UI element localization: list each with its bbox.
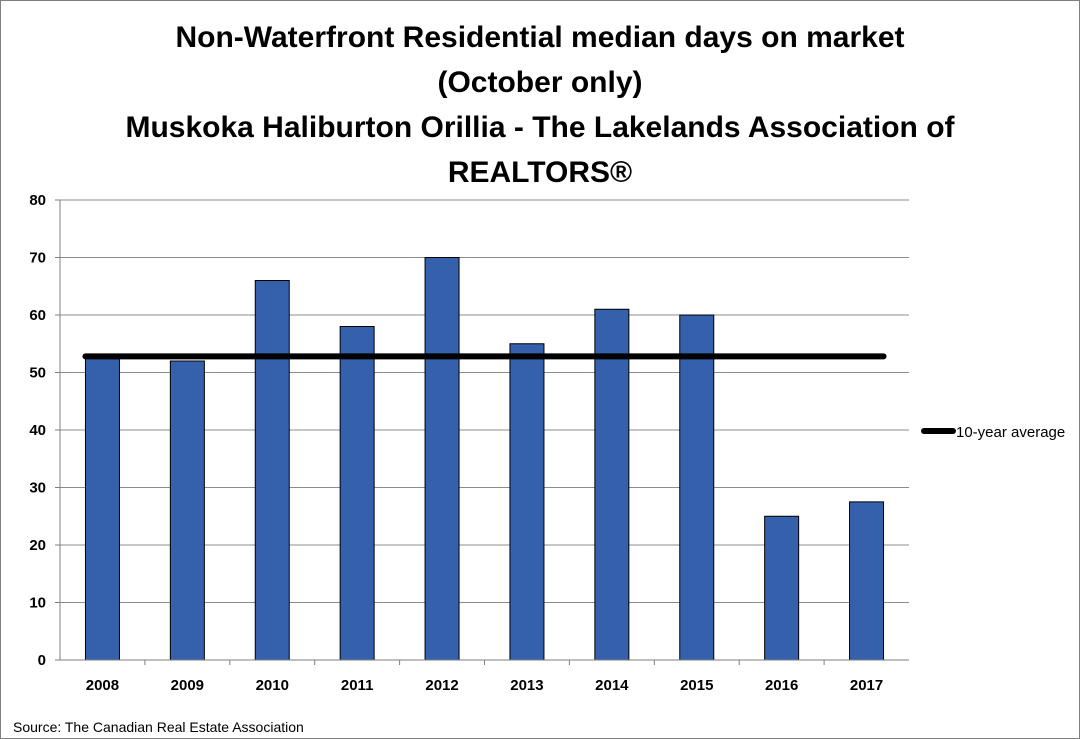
bar <box>84 354 120 661</box>
bar <box>424 257 460 661</box>
x-tick-label: 2009 <box>171 677 204 694</box>
source-note: Source: The Canadian Real Estate Associa… <box>13 719 304 735</box>
bar <box>679 314 715 661</box>
y-tick-label: 10 <box>29 595 46 612</box>
bar <box>509 343 545 661</box>
title-line: Muskoka Haliburton Orillia - The Lakelan… <box>125 111 955 144</box>
y-tick-label: 20 <box>29 537 46 554</box>
x-tick-label: 2008 <box>86 677 119 694</box>
bar <box>764 515 800 661</box>
title-line: (October only) <box>437 66 643 99</box>
x-tick-labels: 2008 2009 2010 2011 2012 2013 2014 2015 2016 2017 <box>86 660 883 694</box>
legend: 10-year average <box>921 424 1065 441</box>
x-tick-label: 2017 <box>850 677 883 694</box>
chart-title: Non-Waterfront Residential median days o… <box>1 15 1079 195</box>
x-tick-label: 2015 <box>680 677 713 694</box>
bar <box>849 501 885 661</box>
y-tick-label: 30 <box>29 480 46 497</box>
x-tick-label: 2013 <box>510 677 543 694</box>
legend-label: 10-year average <box>956 424 1065 441</box>
title-line: REALTORS® <box>447 156 633 189</box>
x-tick-label: 2010 <box>256 677 289 694</box>
x-tick-label: 2014 <box>595 677 629 694</box>
bars <box>84 257 885 661</box>
bar <box>339 326 375 661</box>
x-tick-label: 2016 <box>765 677 798 694</box>
y-tick-label: 40 <box>29 422 46 439</box>
y-tick-label: 70 <box>29 250 46 267</box>
y-tick-label: 50 <box>29 365 46 382</box>
bar <box>169 360 205 661</box>
y-tick-label: 0 <box>38 652 46 669</box>
bar <box>254 280 290 661</box>
bar <box>594 308 630 661</box>
title-line: Non-Waterfront Residential median days o… <box>175 21 905 54</box>
y-tick-label: 80 <box>29 192 46 209</box>
x-tick-label: 2011 <box>341 677 374 694</box>
x-tick-label: 2012 <box>425 677 458 694</box>
y-tick-label: 60 <box>29 307 46 324</box>
y-tick-labels: 0 10 20 30 40 50 60 70 80 <box>29 192 60 669</box>
